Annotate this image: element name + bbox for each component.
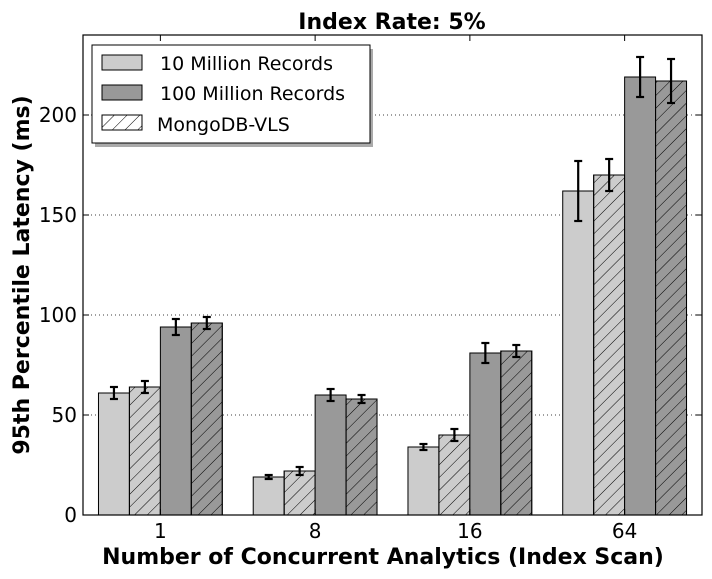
bar-hatch-s1-c0 <box>128 386 161 516</box>
x-tick-label-8: 8 <box>309 519 322 543</box>
bar-hatch-s3-c0 <box>190 322 223 516</box>
legend-swatch-vls <box>101 114 143 131</box>
y-axis-ticks: 0 50 100 150 200 <box>39 103 702 527</box>
legend-swatch-100m <box>101 84 143 101</box>
error-bars <box>109 55 676 481</box>
bar-s0-c0 <box>97 392 130 516</box>
bar-s0-c3 <box>562 190 595 516</box>
plot-frame <box>82 34 703 516</box>
bar-s0-c2 <box>407 446 440 516</box>
x-tick-label-1: 1 <box>154 519 167 543</box>
legend-label-100m: 100 Million Records <box>160 83 345 105</box>
legend-swatch-10m <box>101 54 143 71</box>
legend-label-10m: 10 Million Records <box>160 53 333 75</box>
x-axis-ticks: 1 8 16 64 <box>154 35 637 543</box>
bar-hatch-s1-c1 <box>283 470 316 516</box>
y-tick-label-0: 0 <box>64 503 77 527</box>
x-axis-label: Number of Concurrent Analytics (Index Sc… <box>102 545 664 570</box>
bar-s2-c1 <box>314 394 347 516</box>
bar-hatch-s3-c2 <box>500 350 533 516</box>
bar-s0-c1 <box>252 476 285 516</box>
y-axis-label: 95th Percentile Latency (ms) <box>10 95 35 454</box>
legend: 10 Million Records 100 Million Records M… <box>91 44 373 147</box>
bars <box>97 76 688 516</box>
y-tick-label-50: 50 <box>52 403 77 427</box>
y-tick-label-100: 100 <box>39 303 77 327</box>
x-tick-label-64: 64 <box>612 519 637 543</box>
bar-s2-c3 <box>624 76 657 516</box>
legend-label-vls: MongoDB-VLS <box>157 114 290 136</box>
bar-s2-c2 <box>469 352 502 516</box>
x-tick-label-16: 16 <box>457 519 482 543</box>
bar-s2-c0 <box>159 326 192 516</box>
chart-title: Index Rate: 5% <box>298 10 485 35</box>
bar-hatch-s3-c3 <box>655 80 688 516</box>
y-tick-label-200: 200 <box>39 103 77 127</box>
y-tick-label-150: 150 <box>39 203 77 227</box>
bar-hatch-s3-c1 <box>345 398 378 516</box>
bar-hatch-s1-c3 <box>593 174 626 516</box>
bar-hatch-s1-c2 <box>438 434 471 516</box>
